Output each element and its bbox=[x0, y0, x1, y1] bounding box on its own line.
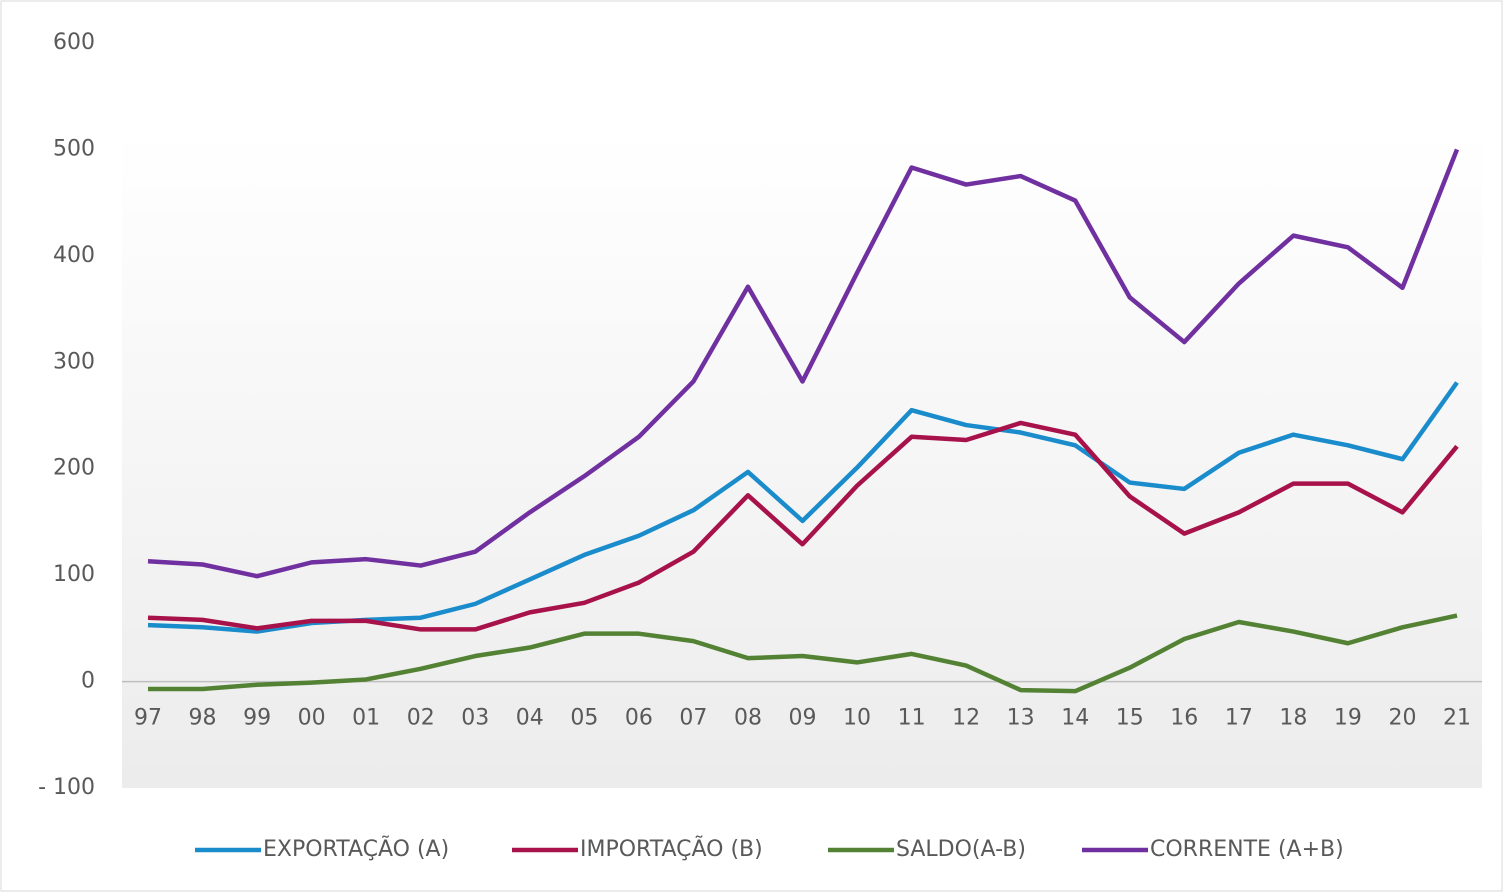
y-tick-label: 200 bbox=[53, 456, 95, 481]
y-tick-label: 0 bbox=[81, 669, 95, 694]
x-tick-label: 09 bbox=[789, 706, 817, 731]
plot-area bbox=[122, 130, 1482, 788]
x-tick-label: 19 bbox=[1334, 706, 1362, 731]
y-tick-label: 400 bbox=[53, 243, 95, 268]
x-tick-label: 98 bbox=[189, 706, 217, 731]
legend-label: SALDO(A-B) bbox=[896, 837, 1026, 862]
x-tick-label: 21 bbox=[1443, 706, 1471, 731]
y-tick-label: 500 bbox=[53, 136, 95, 161]
y-tick-label: - 100 bbox=[38, 775, 95, 800]
series-line bbox=[147, 420, 1459, 632]
x-tick-label: 20 bbox=[1388, 706, 1416, 731]
x-tick-label: 15 bbox=[1116, 706, 1144, 731]
y-tick-label: 100 bbox=[53, 562, 95, 587]
x-tick-label: 04 bbox=[516, 706, 544, 731]
series-line bbox=[147, 148, 1460, 579]
series-line bbox=[148, 613, 1458, 694]
x-tick-label: 11 bbox=[898, 706, 926, 731]
legend-label: EXPORTAÇÃO (A) bbox=[263, 835, 449, 862]
x-tick-label: 00 bbox=[298, 706, 326, 731]
x-tick-label: 02 bbox=[407, 706, 435, 731]
y-tick-label: 300 bbox=[53, 349, 95, 374]
x-tick-label: 03 bbox=[461, 706, 489, 731]
legend-label: IMPORTAÇÃO (B) bbox=[580, 835, 763, 862]
x-tick-label: 17 bbox=[1225, 706, 1253, 731]
legend-label: CORRENTE (A+B) bbox=[1150, 837, 1344, 862]
x-tick-label: 05 bbox=[570, 706, 598, 731]
x-tick-label: 12 bbox=[952, 706, 980, 731]
x-tick-label: 99 bbox=[243, 706, 271, 731]
y-tick-label: 600 bbox=[53, 30, 95, 55]
x-tick-label: 10 bbox=[843, 706, 871, 731]
x-tick-label: 13 bbox=[1007, 706, 1035, 731]
x-tick-label: 01 bbox=[352, 706, 380, 731]
x-tick-label: 07 bbox=[679, 706, 707, 731]
x-tick-label: 16 bbox=[1170, 706, 1198, 731]
x-tick-label: 14 bbox=[1061, 706, 1089, 731]
x-tick-label: 08 bbox=[734, 706, 762, 731]
x-tick-label: 18 bbox=[1279, 706, 1307, 731]
x-tick-label: 06 bbox=[625, 706, 653, 731]
x-tick-label: 97 bbox=[134, 706, 162, 731]
